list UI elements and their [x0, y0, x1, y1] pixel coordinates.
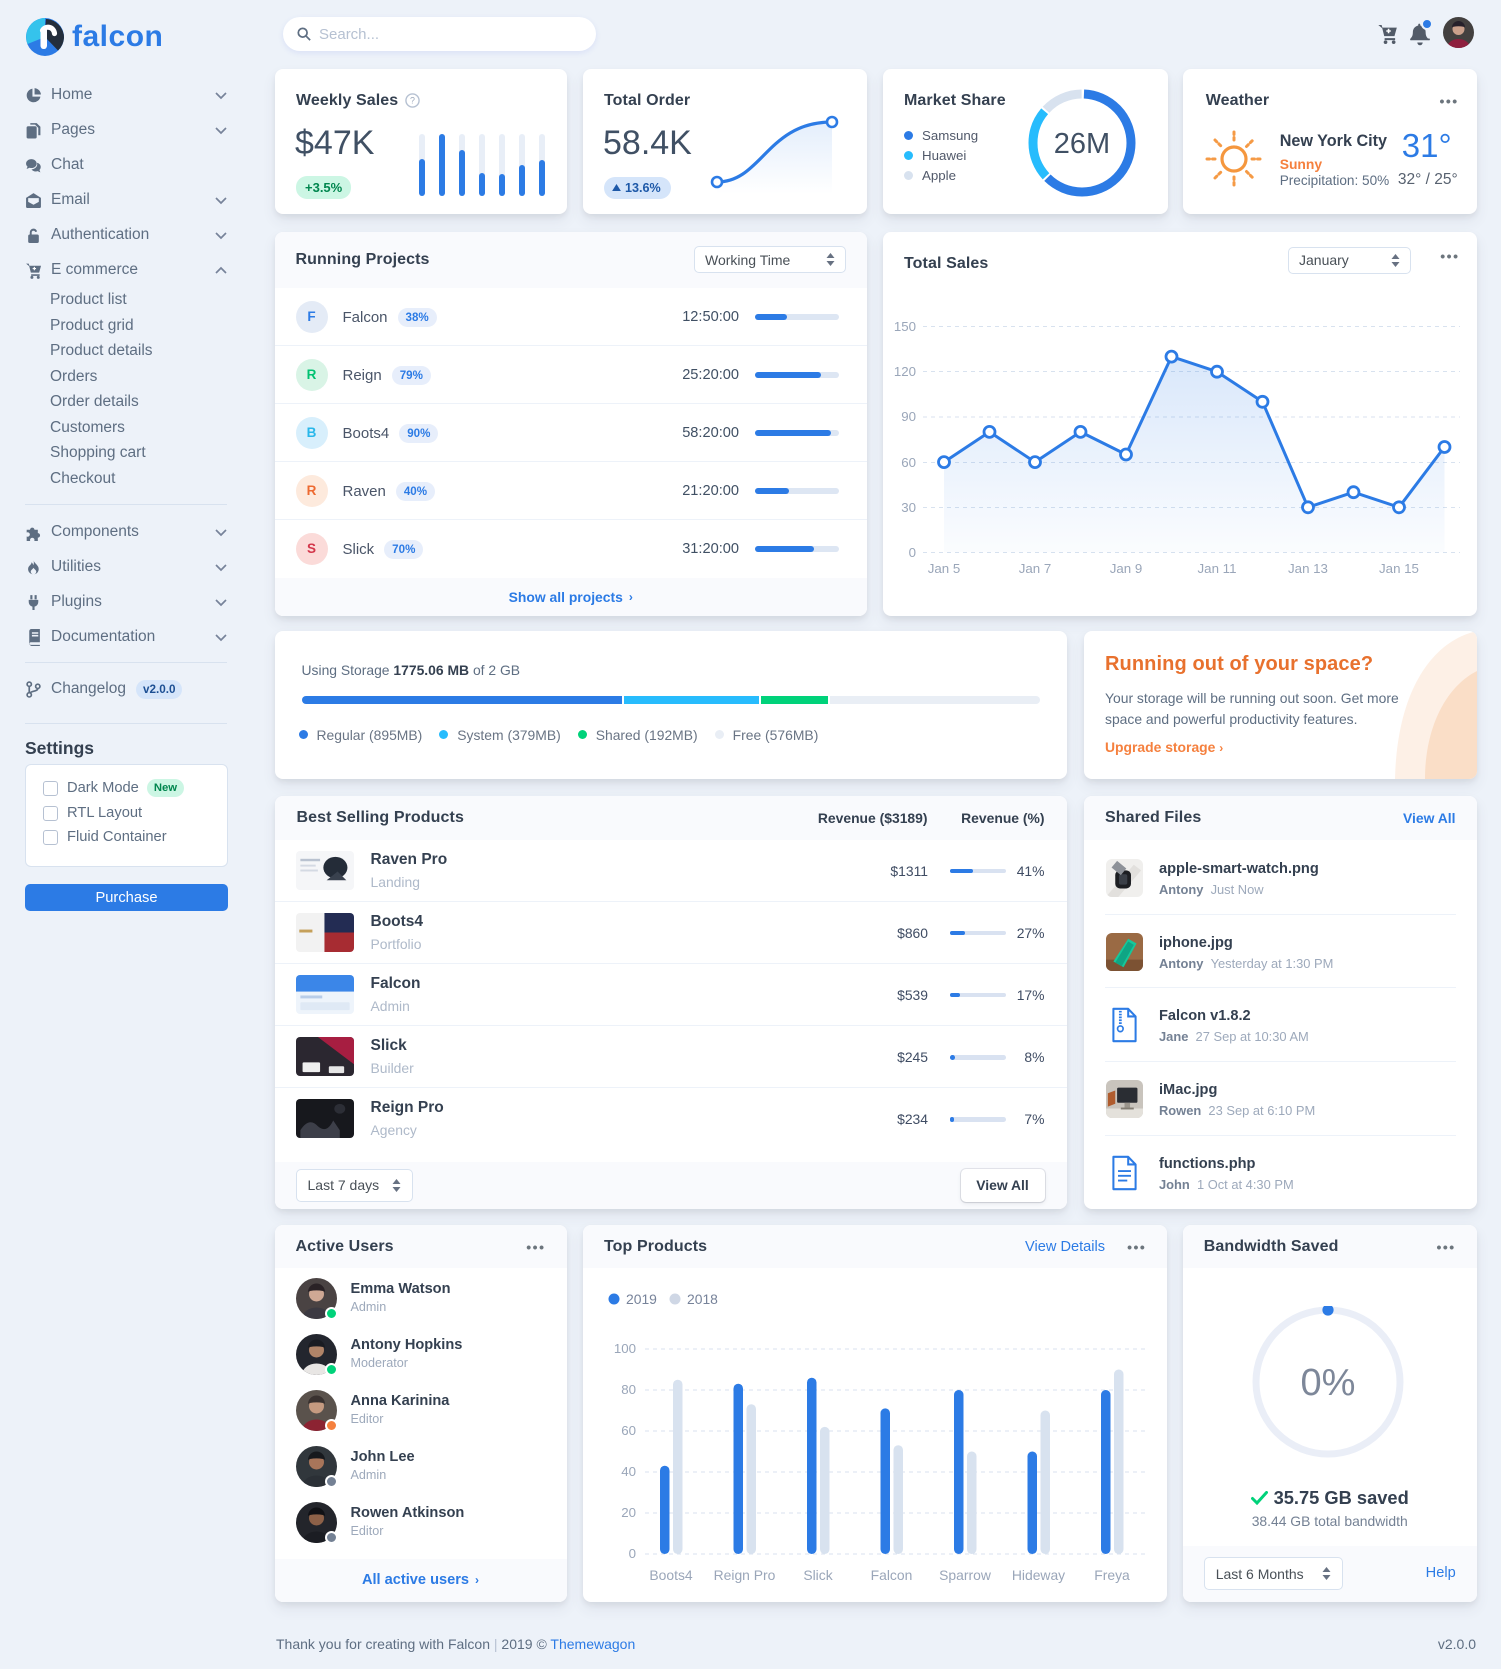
svg-text:Freya: Freya: [1094, 1567, 1130, 1583]
svg-text:Jan 13: Jan 13: [1288, 561, 1328, 576]
svg-text:60: 60: [621, 1423, 636, 1438]
svg-text:Jan 5: Jan 5: [928, 561, 961, 576]
svg-text:Sparrow: Sparrow: [939, 1567, 992, 1583]
svg-text:150: 150: [894, 319, 916, 334]
svg-text:120: 120: [894, 364, 916, 379]
svg-text:0: 0: [629, 1546, 636, 1561]
svg-text:Boots4: Boots4: [649, 1567, 693, 1583]
svg-text:Falcon: Falcon: [871, 1567, 913, 1583]
svg-text:0: 0: [909, 545, 916, 560]
svg-text:Jan 7: Jan 7: [1019, 561, 1052, 576]
svg-text:0%: 0%: [1301, 1362, 1356, 1404]
svg-text:26M: 26M: [1054, 128, 1110, 160]
svg-text:Slick: Slick: [803, 1567, 832, 1583]
svg-text:Jan 9: Jan 9: [1110, 561, 1143, 576]
svg-text:2018: 2018: [687, 1291, 718, 1307]
svg-text:40: 40: [621, 1464, 636, 1479]
svg-text:60: 60: [901, 455, 916, 470]
svg-text:20: 20: [621, 1505, 636, 1520]
svg-text:80: 80: [621, 1382, 636, 1397]
svg-text:Hideway: Hideway: [1012, 1567, 1065, 1583]
svg-text:90: 90: [901, 409, 916, 424]
svg-text:2019: 2019: [626, 1291, 657, 1307]
svg-text:30: 30: [901, 500, 916, 515]
svg-text:100: 100: [614, 1341, 636, 1356]
svg-text:?: ?: [410, 96, 415, 106]
svg-text:Jan 15: Jan 15: [1379, 561, 1419, 576]
svg-text:Jan 11: Jan 11: [1198, 561, 1237, 576]
svg-text:Reign Pro: Reign Pro: [714, 1567, 776, 1583]
